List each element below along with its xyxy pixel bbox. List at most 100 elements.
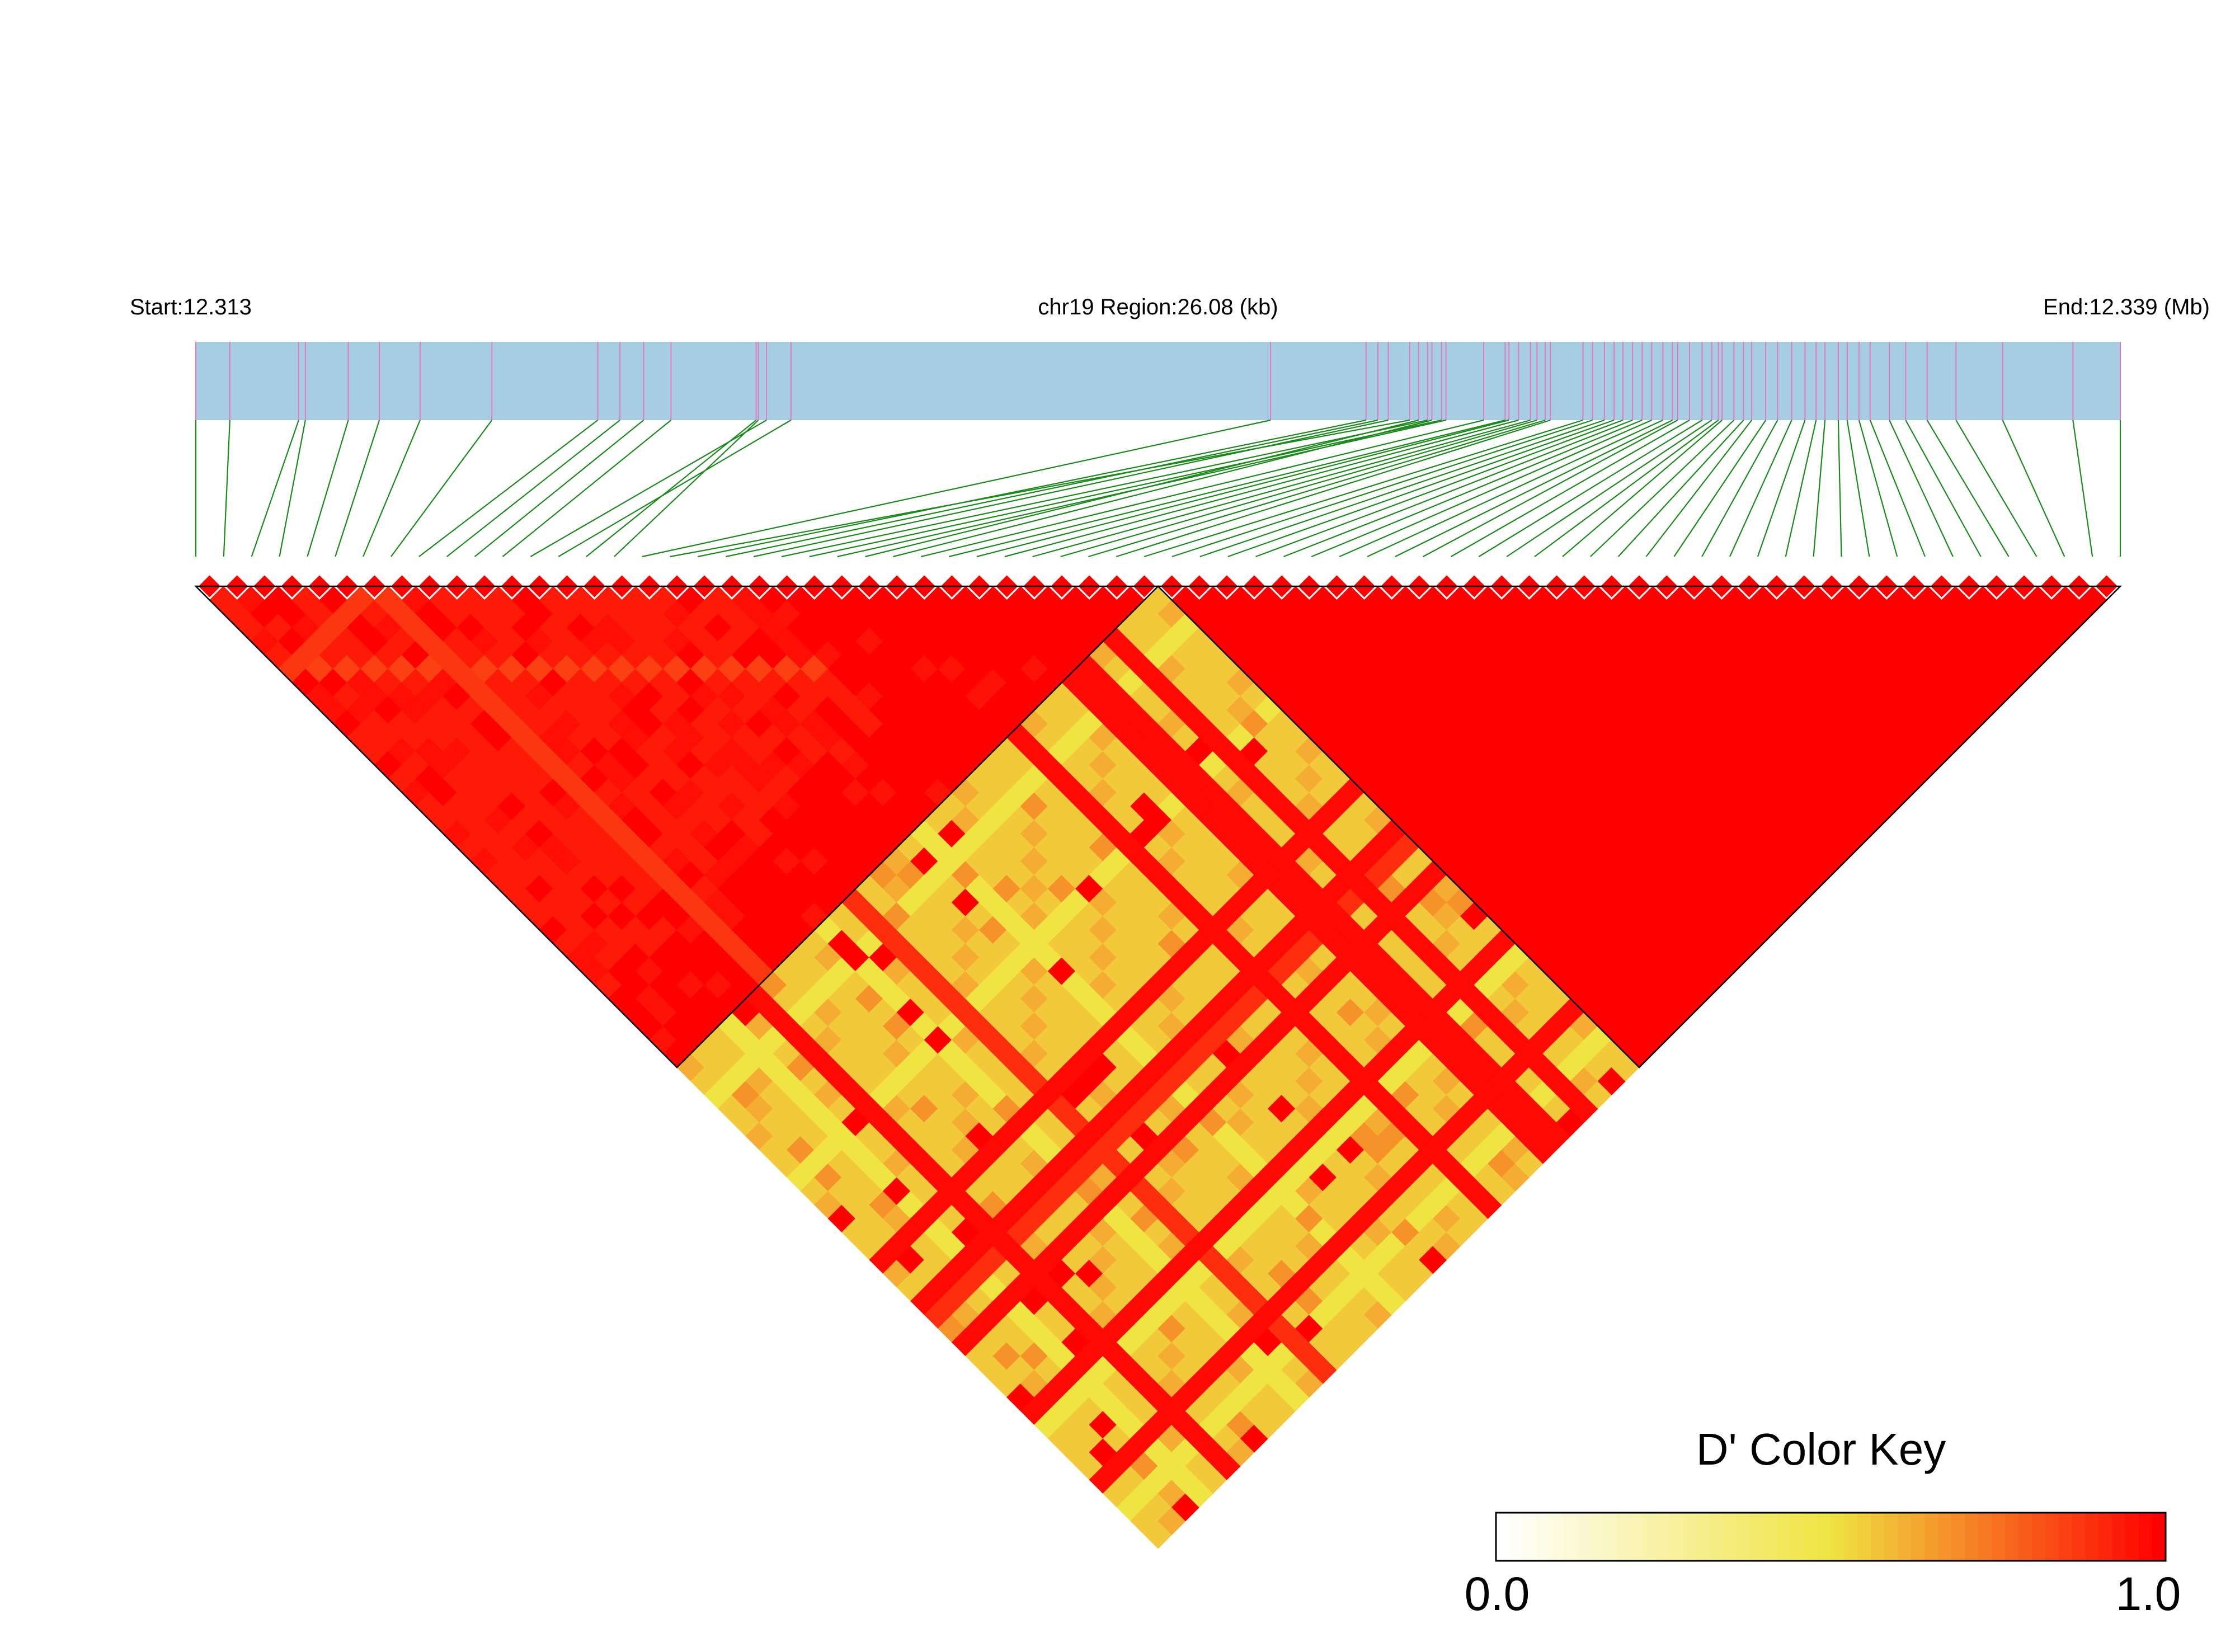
color-key-swatch	[1911, 1513, 1925, 1561]
color-key-swatch	[1563, 1513, 1577, 1561]
snp-connector	[2072, 420, 2093, 557]
snp-connector	[1617, 420, 1744, 557]
genomic-position-band	[196, 342, 2120, 420]
snp-connector	[1255, 419, 1624, 558]
snp-connector	[390, 420, 493, 557]
snp-connector	[1926, 420, 2010, 557]
snp-connector	[2002, 420, 2065, 557]
ld-block-outlines	[194, 585, 2123, 1069]
snp-connector	[1171, 419, 1593, 558]
snp-connector	[614, 420, 759, 557]
snp-connector	[642, 419, 1271, 558]
snp-connector	[948, 419, 1505, 558]
snp-connector	[1785, 420, 1817, 557]
snp-connector	[1283, 419, 1633, 558]
snp-connector	[1116, 419, 1551, 558]
color-key-swatch	[1723, 1513, 1738, 1561]
color-key-swatch	[2058, 1513, 2073, 1561]
snp-connector	[1534, 420, 1719, 557]
color-key-max-label: 1.0	[2116, 1568, 2181, 1620]
snp-connector	[1367, 420, 1663, 557]
color-key-swatch	[1576, 1513, 1591, 1561]
snp-connector	[976, 419, 1509, 558]
snp-connector	[1450, 420, 1690, 557]
snp-connector	[251, 420, 299, 557]
snp-connector	[809, 419, 1442, 558]
color-key-border	[1495, 1512, 2167, 1562]
snp-connector	[223, 420, 230, 557]
color-key-swatch	[1710, 1513, 1724, 1561]
snp-connector	[279, 420, 306, 557]
color-key-swatch	[1536, 1513, 1550, 1561]
snp-position-ticks	[195, 342, 2121, 420]
color-key-swatch	[2112, 1513, 2126, 1561]
snp-connector	[446, 420, 620, 557]
color-key-swatch	[1991, 1513, 2006, 1561]
color-key-swatch	[1884, 1513, 1898, 1561]
snp-connector	[1004, 419, 1519, 558]
color-key-swatch	[2125, 1513, 2139, 1561]
snp-connector	[1889, 420, 1954, 557]
ld-block-outline	[1156, 585, 2123, 1069]
color-key-swatch	[2031, 1513, 2046, 1561]
color-key-swatch	[1925, 1513, 1938, 1561]
color-key-swatch	[2072, 1513, 2086, 1561]
region-end-label: End:12.339 (Mb)	[2043, 295, 2210, 319]
color-key-swatch	[1978, 1513, 1992, 1561]
color-key-swatch	[1817, 1513, 1832, 1561]
snp-connector	[1423, 420, 1678, 557]
color-key-swatch	[1750, 1513, 1765, 1561]
snp-connector	[1837, 420, 1842, 557]
snp-connector	[920, 419, 1484, 558]
color-key-swatch	[1763, 1513, 1778, 1561]
region-title: chr19 Region:26.08 (kb)	[1038, 295, 1278, 319]
snp-connector	[1506, 420, 1712, 557]
snp-connector	[1813, 420, 1826, 557]
snp-connector	[1311, 419, 1643, 558]
snp-connector	[1227, 419, 1615, 558]
snp-connector	[1562, 420, 1723, 557]
snp-connector	[335, 420, 380, 557]
color-key-swatch	[1737, 1513, 1751, 1561]
color-key-swatch	[1496, 1513, 1510, 1561]
snp-connector	[1060, 419, 1537, 558]
snp-connector	[1589, 420, 1735, 557]
snp-connector	[1673, 420, 1767, 557]
color-key-swatch	[1630, 1513, 1644, 1561]
ld-heatmap-cells	[198, 575, 2118, 1549]
color-key-swatch	[1670, 1513, 1684, 1561]
color-key-swatch	[1683, 1513, 1697, 1561]
snp-connector	[753, 419, 1389, 558]
color-key-swatch	[2018, 1513, 2032, 1561]
snp-connector	[1395, 420, 1673, 557]
snp-connector	[1339, 419, 1652, 558]
color-key-swatch	[2098, 1513, 2112, 1561]
snp-connector	[1144, 419, 1583, 558]
snp-connector	[474, 420, 644, 557]
snp-connector	[1905, 420, 1982, 557]
snp-connector	[1645, 420, 1752, 557]
color-key-swatch	[1643, 1513, 1657, 1561]
snp-connector	[1199, 419, 1605, 558]
snp-connector	[1869, 420, 1926, 557]
region-start-label: Start:12.313	[130, 295, 252, 319]
color-key-swatch	[2045, 1513, 2059, 1561]
color-key-swatch	[1777, 1513, 1791, 1561]
snp-connector	[1858, 420, 1898, 557]
color-key: D' Color Key 0.0 1.0	[1465, 1424, 2181, 1620]
snp-connector	[363, 420, 421, 557]
snp-connector	[307, 420, 349, 557]
snp-connector	[1757, 420, 1806, 557]
snp-connector	[1032, 419, 1531, 558]
color-key-swatch	[1657, 1513, 1671, 1561]
snp-connector	[781, 419, 1428, 558]
color-key-swatch	[1804, 1513, 1818, 1561]
color-key-swatch	[2139, 1513, 2153, 1561]
color-key-swatch	[1589, 1513, 1604, 1561]
snp-connector	[558, 420, 792, 557]
color-key-swatch	[1522, 1513, 1537, 1561]
snp-connector	[1729, 420, 1792, 557]
snp-connector	[586, 420, 757, 557]
snp-connector-lines	[195, 419, 2121, 558]
color-key-swatch	[1790, 1513, 1805, 1561]
